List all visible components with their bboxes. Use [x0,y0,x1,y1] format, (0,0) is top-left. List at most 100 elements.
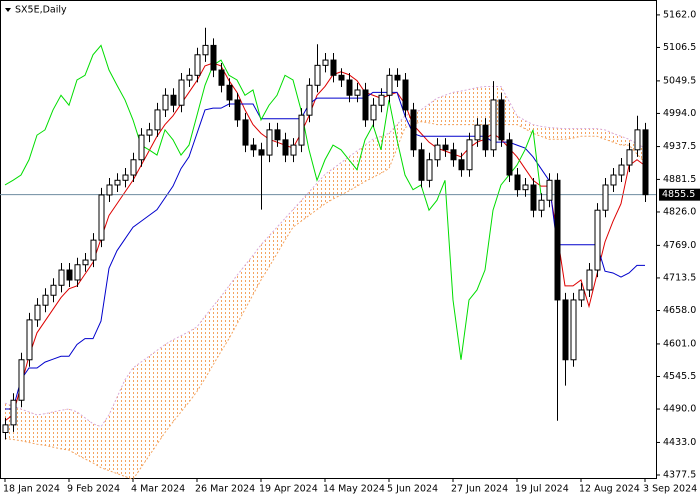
candle-body [298,114,305,146]
candle-body [266,129,273,156]
x-tick-label: 19 Jul 2024 [515,484,569,495]
y-tick-label: 4826.0 [663,206,696,217]
candle-body [146,129,153,136]
x-tick-label: 9 Feb 2024 [67,484,120,495]
price-axis-bg [657,0,700,500]
candle-body [474,124,481,141]
chart-title: SX5E,Daily [15,5,67,16]
candle-body [34,304,41,321]
candle-body [522,184,529,191]
candle-body [66,269,73,281]
candle-body [410,109,417,151]
cloud-area [5,86,645,480]
candle-body [586,269,593,291]
candle-body [242,119,249,146]
y-tick-label: 4713.5 [663,272,696,283]
x-tick-label: 5 Jun 2024 [387,484,438,495]
y-tick-label: 4601.0 [663,338,696,349]
candle-body [362,89,369,121]
candle-body [426,159,433,181]
candle-body [434,144,441,161]
y-tick-label: 5162.0 [663,9,696,20]
x-tick-label: 3 Sep 2024 [643,484,697,495]
candle-body [42,294,49,306]
candle-body [306,84,313,116]
candle-body [114,179,121,186]
candle-body [514,174,521,191]
candle-body [346,79,353,96]
indicator-line [5,91,645,410]
candle-body [82,259,89,266]
candle-body [338,74,345,81]
candle-body [186,74,193,81]
candle-body [90,239,97,261]
y-tick-label: 5049.5 [663,75,696,86]
candle-body [498,99,505,141]
candle-body [610,174,617,186]
candle-body [322,59,329,66]
candle-body [122,174,129,181]
candle-body [10,399,17,426]
candle-body [202,44,209,56]
x-tick-label: 14 May 2024 [323,484,385,495]
candle-body [178,79,185,106]
candle-body [570,299,577,361]
candle-body [290,144,297,156]
candle-body [482,124,489,151]
candle-body [378,94,385,106]
candle-body [370,104,377,121]
candle-body [458,159,465,171]
candle-body [106,184,113,196]
y-tick-label: 4994.0 [663,108,696,119]
symbol-menu-arrow[interactable] [5,8,11,12]
candle-body [170,94,177,106]
candle-body [538,199,545,211]
x-tick-label: 19 Apr 2024 [259,484,318,495]
candle-body [418,149,425,181]
indicator-line [4,44,542,360]
candle-body [218,69,225,86]
x-tick-label: 26 Mar 2024 [195,484,255,495]
candle-body [354,89,361,96]
candle-body [602,184,609,211]
candle-body [578,289,585,301]
candle-body [530,184,537,211]
plot-area [0,0,657,479]
candle-body [490,99,497,151]
candle-body [634,129,641,151]
candle-body [282,139,289,156]
x-tick-label: 18 Jan 2024 [3,484,60,495]
current-price-box [659,188,700,201]
y-tick-label: 4545.5 [663,371,696,382]
time-axis-bg [0,479,657,500]
candle-body [26,319,33,361]
candle-body [98,194,105,241]
candle-body [450,149,457,161]
candle-body [546,179,553,201]
candle-body [234,99,241,121]
candle-body [442,144,449,151]
indicator-line [4,62,646,422]
candle-body [594,209,601,271]
candle-body [50,284,57,296]
candle-body [2,424,9,433]
candle-body [154,109,161,131]
x-tick-label: 12 Aug 2024 [579,484,640,495]
y-tick-label: 4937.5 [663,141,696,152]
candle-body [562,299,569,361]
candle-body [258,149,265,156]
y-tick-label: 4490.0 [663,404,696,415]
cloud-span-b [4,85,646,428]
candle-body [626,149,633,166]
cloud-span-a [4,121,646,481]
candle-body [138,134,145,161]
candle-body [130,159,137,176]
y-tick-label: 4769.0 [663,240,696,251]
candle-body [402,79,409,111]
candle-body [506,139,513,176]
candle-body [58,269,65,286]
y-tick-label: 4433.0 [663,437,696,448]
y-tick-label: 4658.0 [663,305,696,316]
